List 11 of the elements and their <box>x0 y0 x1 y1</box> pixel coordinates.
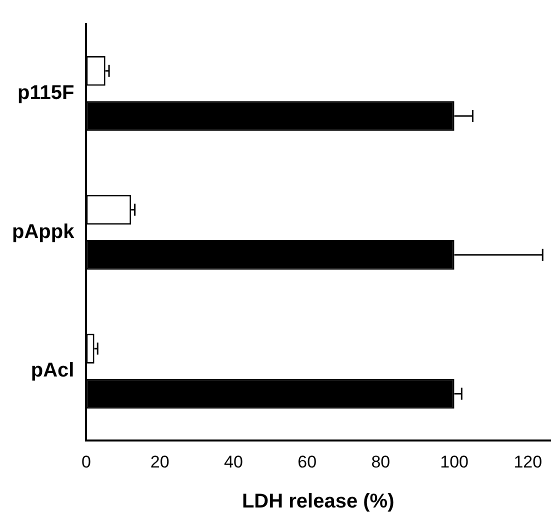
y-tick-label: pAppk <box>12 220 76 243</box>
y-tick-label: p115F <box>18 82 74 104</box>
x-tick-label: 40 <box>224 452 243 472</box>
x-axis-title: LDH release (%) <box>242 490 394 513</box>
x-tick-label: 80 <box>371 452 390 472</box>
x-tick-label: 60 <box>298 452 317 472</box>
x-tick-label: 100 <box>440 452 468 472</box>
x-tick-label: 120 <box>514 452 542 472</box>
x-tick-label: 20 <box>150 452 170 472</box>
x-tick-label: 0 <box>81 452 91 472</box>
y-tick-label: pAcl <box>30 360 74 382</box>
